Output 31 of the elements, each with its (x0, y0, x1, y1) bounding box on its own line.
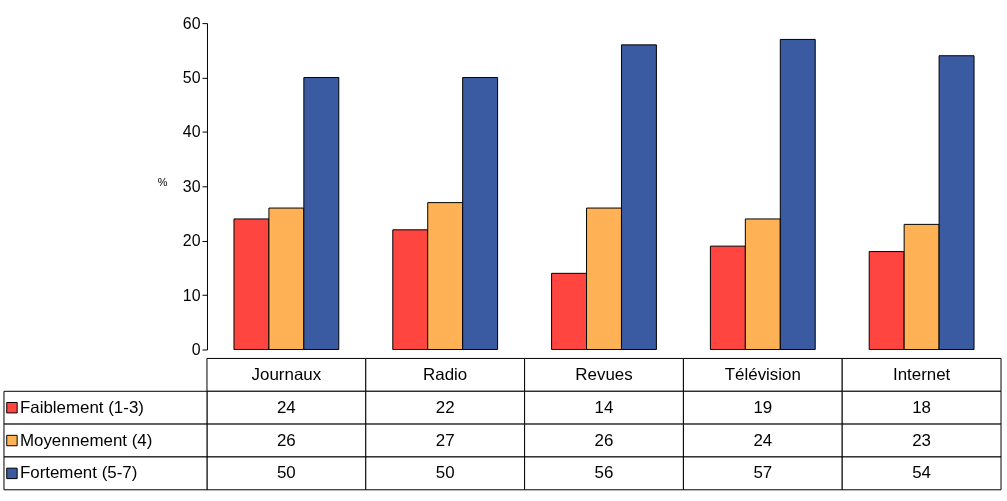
x-tick-label: Internet (892, 364, 951, 384)
data-label: 50 (435, 463, 455, 483)
data-label: 57 (753, 463, 773, 483)
y-tick-label: 30 (182, 177, 201, 195)
data-label: 54 (912, 463, 932, 483)
y-tick-label: 40 (182, 123, 201, 141)
data-label: 50 (276, 463, 296, 483)
data-label: 14 (594, 397, 614, 417)
data-label: 26 (276, 430, 296, 450)
data-label: 24 (753, 430, 773, 450)
x-tick-label: Radio (423, 364, 468, 384)
y-tick-label: 10 (182, 286, 201, 304)
legend-label: Moyennement (4) (19, 430, 153, 450)
data-label: 27 (435, 430, 455, 450)
x-tick-label: Télévision (724, 364, 801, 384)
data-label: 22 (435, 397, 455, 417)
data-label: 26 (594, 430, 614, 450)
data-label: 23 (912, 430, 932, 450)
y-tick-label: 20 (182, 232, 201, 250)
y-tick-label: 60 (182, 14, 201, 32)
x-tick-label: Revues (575, 364, 633, 384)
data-label: 18 (912, 397, 932, 417)
legend-label: Faiblement (1-3) (19, 397, 144, 417)
y-tick-label: 50 (182, 68, 201, 86)
x-tick-label: Journaux (251, 364, 322, 384)
y-axis-title: % (157, 175, 168, 188)
data-label: 19 (753, 397, 773, 417)
data-label: 56 (594, 463, 614, 483)
legend-label: Fortement (5-7) (19, 463, 138, 483)
data-label: 24 (276, 397, 296, 417)
y-tick-label: 0 (191, 340, 201, 358)
